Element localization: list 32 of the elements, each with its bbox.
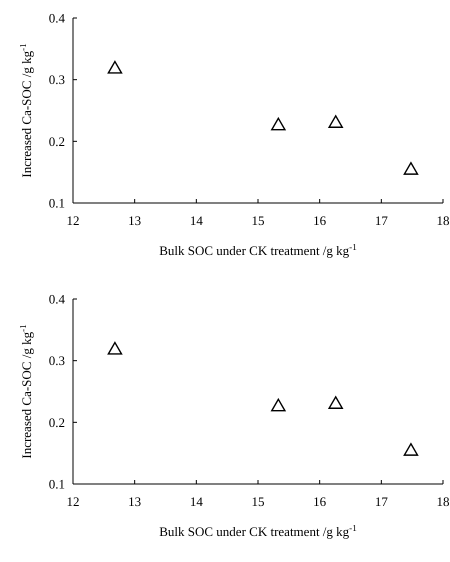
point [108, 342, 122, 355]
point [108, 60, 122, 74]
x-tick-label: 15 [252, 213, 264, 228]
x-tick-label: 14 [190, 494, 204, 509]
x-tick-label: 12 [66, 213, 80, 228]
point [328, 115, 343, 128]
point [404, 443, 418, 456]
x-axis-title: Bulk SOC under CK treatment /g kg$^{-1}$ [159, 242, 357, 258]
y-tick-label: 0.4 [48, 10, 66, 26]
point [271, 398, 286, 412]
x-tick-label: 17 [374, 494, 388, 509]
x-tick-label: 18 [436, 494, 450, 509]
point [271, 118, 286, 130]
y-tick-label: 0.1 [48, 476, 65, 492]
x-axis-title: Bulk SOC under CK treatment /g kg$^{-1}$ [159, 523, 357, 539]
x-tick-label: 18 [436, 213, 450, 228]
y-tick-label: 0.1 [48, 196, 65, 211]
point [328, 396, 343, 409]
y-tick-label: 0.3 [48, 72, 65, 88]
x-tick-label: 13 [128, 494, 142, 509]
x-tick-label: 13 [128, 213, 142, 228]
y-tick-label: 0.4 [48, 292, 66, 307]
y-tick-label: 0.2 [48, 414, 65, 430]
x-tick-label: 12 [66, 494, 80, 509]
x-tick-label: 14 [190, 213, 204, 228]
y-tick-label: 0.3 [48, 353, 65, 368]
x-tick-label: 15 [252, 494, 264, 509]
x-tick-label: 16 [313, 494, 327, 509]
x-tick-label: 17 [374, 213, 388, 228]
x-tick-label: 16 [313, 213, 327, 228]
point [404, 162, 418, 175]
y-tick-label: 0.2 [48, 134, 65, 149]
